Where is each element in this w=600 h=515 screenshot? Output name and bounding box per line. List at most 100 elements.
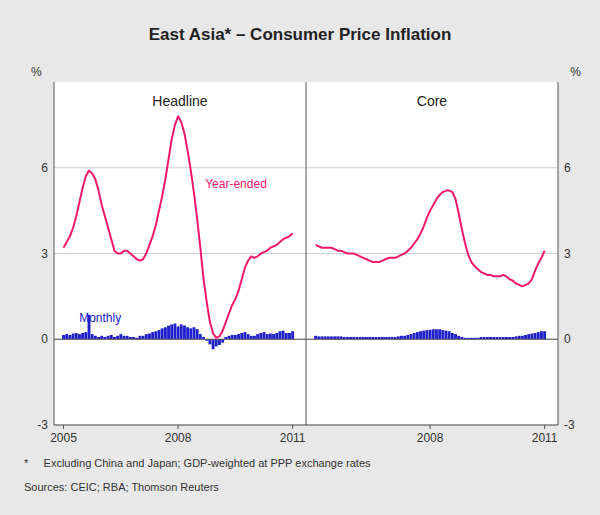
bar [110, 335, 113, 339]
axis-line [54, 82, 55, 425]
bar [250, 336, 253, 339]
bar [448, 331, 451, 339]
bar [445, 331, 448, 340]
bar [530, 334, 533, 340]
bar [543, 331, 546, 339]
x-tick-label: 2011 [532, 431, 558, 445]
y-axis-label: % [570, 65, 581, 79]
bar [218, 339, 221, 345]
bar [451, 333, 454, 339]
bar [189, 328, 192, 339]
bar [145, 334, 148, 339]
grid-line [54, 253, 306, 254]
chart: East Asia* – Consumer Price Inflation -3 0… [0, 0, 600, 515]
grid-line [306, 167, 558, 168]
bar [410, 334, 413, 339]
line [64, 116, 293, 338]
bar [537, 332, 540, 339]
y-tick-label: 3 [564, 247, 571, 261]
bar [263, 332, 266, 339]
axis-line [558, 82, 559, 425]
y-tick-label: 0 [41, 332, 48, 346]
grid-line [306, 425, 558, 426]
bar [221, 339, 224, 342]
grid-line [306, 339, 558, 340]
x-tick-label: 2011 [280, 431, 306, 445]
bar [81, 333, 84, 339]
bar [524, 335, 527, 339]
bar [68, 335, 71, 339]
bar [78, 334, 81, 339]
footnote: Sources: CEIC; RBA; Thomson Reuters [24, 481, 219, 493]
title: East Asia* – Consumer Price Inflation [149, 25, 452, 44]
bar [435, 329, 438, 339]
bar [84, 332, 87, 339]
bar [170, 324, 173, 339]
y-tick-label: 6 [41, 161, 48, 175]
bar [107, 336, 110, 339]
bar [540, 331, 543, 339]
bar [441, 330, 444, 339]
bar [75, 333, 78, 339]
bar [91, 334, 94, 339]
bar [419, 331, 422, 339]
bar [167, 326, 170, 340]
bar [164, 327, 167, 339]
bar [231, 335, 234, 339]
bar [208, 339, 211, 344]
x-tick-label: 2008 [417, 431, 444, 445]
bar [253, 336, 256, 339]
panel-title: Headline [152, 93, 207, 109]
bar [406, 335, 409, 339]
bar [228, 336, 231, 339]
bar [275, 333, 278, 339]
y-tick-label: -3 [564, 418, 575, 432]
zero-line [54, 339, 306, 340]
bar [272, 334, 275, 339]
x-tick [292, 425, 293, 429]
bar [161, 328, 164, 339]
series-label: Monthly [79, 311, 121, 325]
bar [154, 331, 157, 339]
bar [116, 336, 119, 339]
bar [158, 330, 161, 339]
bar [457, 336, 460, 339]
bar [215, 339, 218, 346]
bar [527, 334, 530, 339]
bar [259, 333, 262, 339]
bar [186, 327, 189, 339]
bar [247, 334, 250, 339]
y-tick-label: 3 [41, 247, 48, 261]
bar [438, 329, 441, 339]
bar [151, 332, 154, 339]
y-axis-label: % [31, 65, 42, 79]
bar [62, 335, 65, 339]
bar [432, 329, 435, 339]
bar [291, 331, 294, 339]
plot-area [54, 82, 306, 425]
bar [518, 336, 521, 339]
panel-title: Core [417, 93, 448, 109]
grid-line [54, 167, 306, 168]
panel: -3036%20082011Core [306, 65, 581, 445]
y-tick-label: -3 [37, 418, 48, 432]
line-layer [64, 116, 293, 338]
bar [422, 331, 425, 340]
bar [285, 333, 288, 339]
bar [429, 330, 432, 339]
bar [240, 333, 243, 339]
bar [413, 333, 416, 339]
bar [403, 336, 406, 339]
bar [173, 324, 176, 340]
axis-line [306, 82, 307, 425]
bar [278, 331, 281, 339]
bar [237, 334, 240, 339]
bar [94, 336, 97, 339]
bar [288, 333, 291, 339]
bar [123, 336, 126, 339]
bar [269, 334, 272, 340]
bar [177, 326, 180, 339]
data-layer [314, 329, 546, 339]
bar [454, 334, 457, 339]
series-label: Year-ended [205, 177, 267, 191]
